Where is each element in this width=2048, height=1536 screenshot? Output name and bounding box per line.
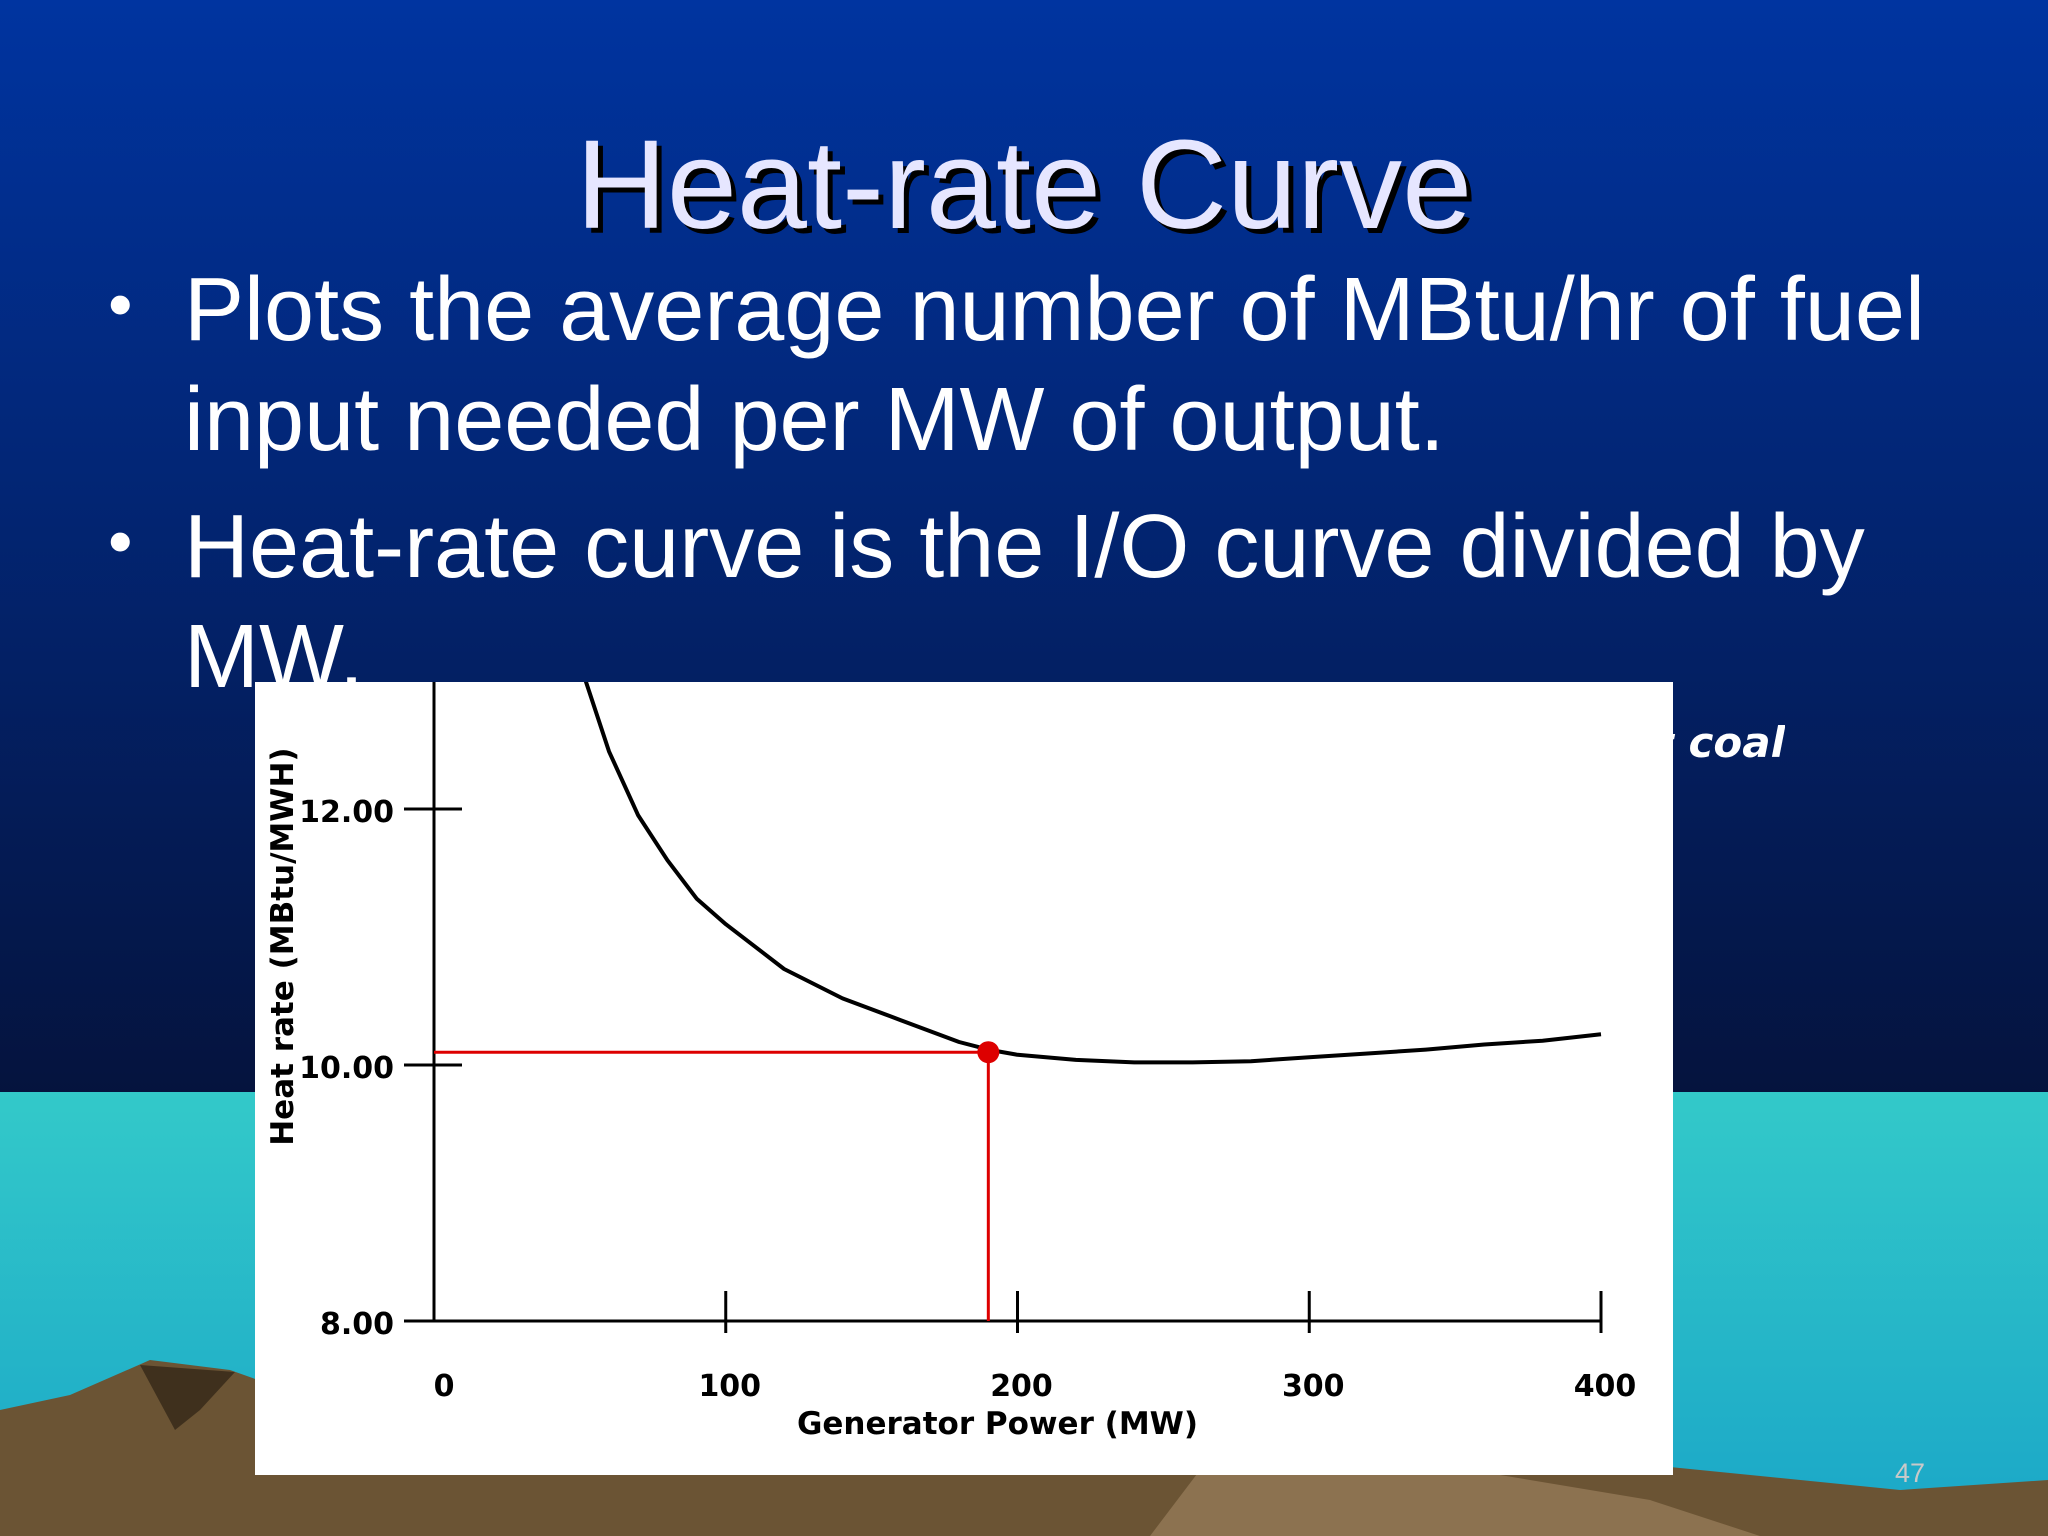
chart-background — [255, 682, 1673, 1475]
slide-title: Heat-rate Curve — [575, 114, 1473, 255]
bullet-text: Heat-rate curve is the I/O curve divided… — [184, 497, 1865, 707]
heat-rate-curve — [583, 682, 1602, 1065]
x-tick-label: 100 — [698, 1369, 761, 1404]
bullet-text: Plots the average number of MBtu/hr of f… — [184, 260, 1925, 470]
operating-point-marker — [977, 1041, 1000, 1064]
x-tick-label: 300 — [1282, 1369, 1345, 1404]
bullet-marker: • — [108, 265, 133, 343]
y-tick-label: 8.00 — [320, 1307, 394, 1342]
y-axis-label: Heat rate (MBtu/MWH) — [265, 747, 301, 1145]
x-tick-label: 400 — [1574, 1369, 1637, 1404]
slide-number: 47 — [1894, 1458, 1926, 1488]
y-tick-label: 12.00 — [299, 795, 394, 830]
heat-rate-chart: 0 100 200 300 400 8.00 10.00 12.00 Generator Pow… — [255, 682, 1673, 1475]
land-shadow — [140, 1365, 235, 1430]
bullet-marker: • — [108, 502, 133, 580]
y-tick-label: 10.00 — [299, 1051, 394, 1086]
x-axis-label: Generator Power (MW) — [797, 1406, 1198, 1442]
partially-hidden-text: t coal — [1665, 718, 1785, 767]
x-tick-label: 0 — [434, 1369, 455, 1404]
x-tick-label: 200 — [990, 1369, 1053, 1404]
land-highlight — [1150, 1470, 1760, 1536]
